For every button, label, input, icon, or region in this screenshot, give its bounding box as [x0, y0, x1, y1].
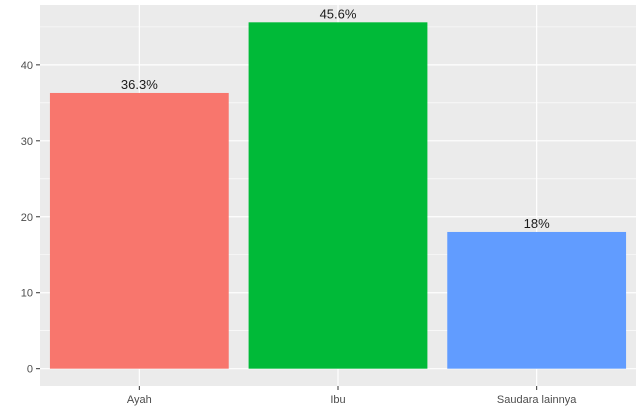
y-tick-label: 30: [21, 136, 33, 148]
y-tick-label: 20: [21, 212, 33, 224]
data-label: 36.3%: [121, 77, 158, 92]
y-tick-label: 40: [21, 60, 33, 72]
bar-saudara-lainnya: [447, 231, 627, 369]
x-axis: Ayah Ibu Saudara lainnya: [127, 386, 577, 406]
x-tick-label: Ayah: [127, 394, 152, 406]
bar-ibu: [248, 22, 428, 369]
x-tick-label: Saudara lainnya: [497, 394, 577, 406]
bars-group: [49, 22, 627, 369]
y-axis: 0 10 20 30 40: [21, 60, 40, 376]
data-label: 18%: [524, 216, 550, 231]
data-labels-group: 36.3% 45.6% 18%: [121, 6, 550, 231]
data-label: 45.6%: [320, 6, 357, 21]
y-tick-label: 0: [27, 364, 33, 376]
y-tick-label: 10: [21, 288, 33, 300]
bar-ayah: [49, 92, 229, 369]
x-tick-label: Ibu: [330, 394, 345, 406]
